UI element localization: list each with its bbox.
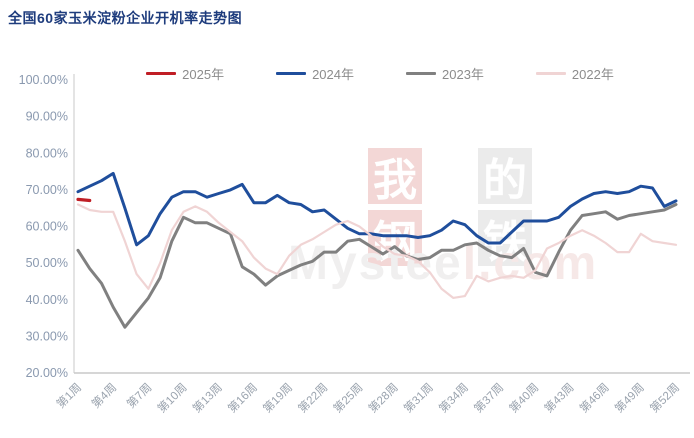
chart-title: 全国60家玉米淀粉企业开机率走势图 [8,10,243,26]
legend-label: 2025年 [182,67,225,82]
chart-legend: 2025年 2024年 2023年 2022年 [74,64,686,83]
series-line-2025年 [76,197,92,203]
x-tick-label: 第46周 [577,380,612,415]
legend-line-swatch [406,72,436,75]
y-tick-label: 100.00% [19,73,68,87]
y-tick-label: 90.00% [26,110,68,124]
x-tick-label: 第37周 [471,380,506,415]
legend-label: 2023年 [442,67,484,82]
x-tick-label: 第40周 [506,380,541,415]
x-tick-label: 第49周 [612,380,647,415]
x-tick-label: 第43周 [541,380,576,415]
x-tick-label: 第31周 [401,380,436,415]
legend-item-2024: 2024年 [276,64,354,83]
x-tick-label: 第7周 [124,380,155,411]
y-tick-label: 40.00% [26,293,68,307]
y-tick-label: 50.00% [26,256,68,270]
y-tick-label: 60.00% [26,220,68,234]
series-line-2022年 [76,203,678,299]
y-tick-label: 80.00% [26,146,68,160]
y-tick-label: 30.00% [26,329,68,343]
x-tick-label: 第52周 [647,380,682,415]
legend-label: 2022年 [571,67,614,82]
series-line-2024年 [76,171,678,247]
x-tick-label: 第16周 [225,380,260,415]
y-tick-label: 20.00% [26,366,68,380]
x-tick-label: 第25周 [330,380,365,415]
x-tick-label: 第28周 [365,380,400,415]
legend-item-2022: 2022年 [535,64,614,83]
x-tick-label: 第34周 [436,380,471,415]
legend-line-swatch [146,72,177,75]
legend-line-swatch [535,72,566,75]
legend-label: 2024年 [312,67,354,82]
legend-item-2025: 2025年 [146,64,224,83]
legend-item-2023: 2023年 [406,64,484,83]
x-tick-label: 第13周 [190,380,225,415]
legend-line-swatch [276,72,307,75]
series-line-2023年 [76,203,678,329]
x-tick-label: 第1周 [53,380,84,411]
y-tick-label: 70.00% [26,183,68,197]
x-tick-label: 第4周 [89,380,120,411]
x-tick-label: 第10周 [154,380,189,415]
x-tick-label: 第19周 [260,380,295,415]
x-tick-label: 第22周 [295,380,330,415]
